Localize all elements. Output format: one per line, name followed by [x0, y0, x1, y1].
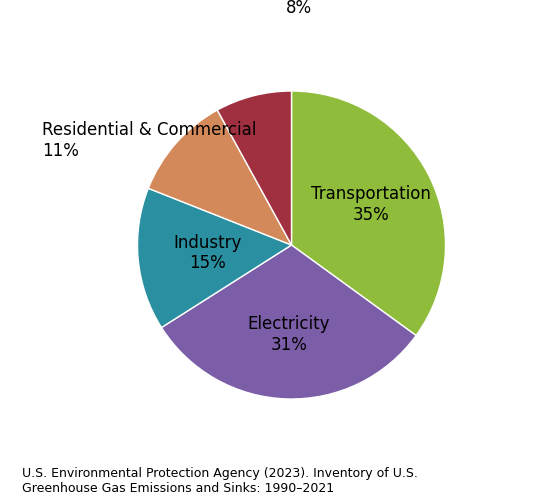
Text: Transportation
35%: Transportation 35% [311, 185, 431, 224]
Wedge shape [162, 245, 416, 399]
Wedge shape [292, 91, 446, 336]
Wedge shape [138, 188, 292, 328]
Text: Other (Non-Fossil Fuel Combustion)
8%: Other (Non-Fossil Fuel Combustion) 8% [152, 0, 446, 17]
Text: Industry
15%: Industry 15% [173, 234, 241, 272]
Text: Electricity
31%: Electricity 31% [248, 315, 330, 354]
Text: U.S. Environmental Protection Agency (2023). Inventory of U.S.
Greenhouse Gas Em: U.S. Environmental Protection Agency (20… [22, 467, 418, 495]
Wedge shape [148, 110, 292, 245]
Text: Residential & Commercial
11%: Residential & Commercial 11% [42, 121, 256, 160]
Wedge shape [217, 91, 292, 245]
